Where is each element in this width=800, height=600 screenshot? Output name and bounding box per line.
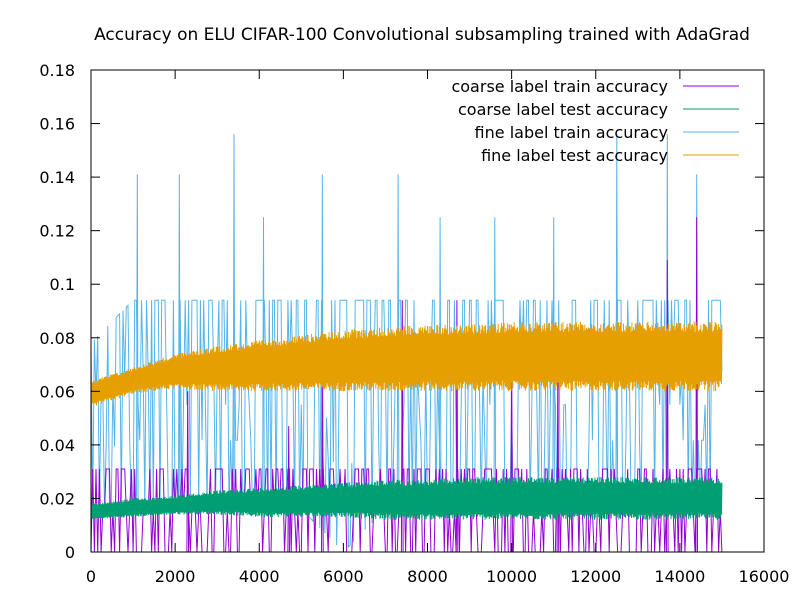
x-tick-label: 16000 bbox=[739, 567, 790, 586]
x-tick-label: 10000 bbox=[486, 567, 537, 586]
series-coarse-train-line-spike bbox=[186, 391, 190, 552]
y-tick-label: 0.02 bbox=[39, 489, 75, 508]
y-tick-label: 0.18 bbox=[39, 61, 75, 80]
x-tick-label: 8000 bbox=[407, 567, 448, 586]
series-coarse-train-line-spike bbox=[455, 300, 459, 552]
series-fine-train-line-spike bbox=[232, 134, 236, 510]
x-tick-label: 12000 bbox=[570, 567, 621, 586]
series-coarse-train-line-spike bbox=[400, 300, 404, 552]
series-fine-train-line-spike bbox=[396, 174, 400, 510]
series-fine-train-line-spike bbox=[135, 174, 139, 510]
chart-title: Accuracy on ELU CIFAR-100 Convolutional … bbox=[94, 25, 750, 45]
y-tick-label: 0.14 bbox=[39, 168, 75, 187]
series-coarse-train-line-spike bbox=[665, 260, 669, 552]
series-fine-train-line bbox=[91, 299, 723, 549]
y-tick-label: 0.04 bbox=[39, 436, 75, 455]
y-tick-label: 0.1 bbox=[50, 275, 75, 294]
series-coarse-train-line-spike bbox=[695, 217, 698, 552]
legend-label: fine label train accuracy bbox=[475, 123, 668, 142]
legend: coarse label train accuracy coarse label … bbox=[451, 77, 739, 165]
x-tick-label: 14000 bbox=[654, 567, 705, 586]
series-fine-train-line-spike bbox=[552, 217, 555, 510]
x-tick-label: 0 bbox=[86, 567, 96, 586]
series-fine-test-line bbox=[91, 321, 723, 406]
series-fine-train-line-spike bbox=[493, 217, 497, 510]
y-tick-label: 0.06 bbox=[39, 382, 75, 401]
legend-label: coarse label test accuracy bbox=[458, 100, 668, 119]
y-tick-label: 0.12 bbox=[39, 222, 75, 241]
x-tick-label: 2000 bbox=[155, 567, 196, 586]
legend-label: fine label test accuracy bbox=[481, 146, 668, 165]
series-fine-train-line-spike bbox=[262, 217, 265, 510]
legend-label: coarse label train accuracy bbox=[451, 77, 668, 96]
series-coarse-test-line bbox=[91, 476, 723, 520]
x-tick-label: 6000 bbox=[323, 567, 364, 586]
y-tick-label: 0.16 bbox=[39, 115, 75, 134]
series-fine-train-line-spike bbox=[178, 174, 181, 510]
series-fine-train-line-spike bbox=[438, 217, 442, 510]
y-tick-label: 0 bbox=[65, 543, 75, 562]
x-tick-label: 4000 bbox=[239, 567, 280, 586]
y-tick-label: 0.08 bbox=[39, 329, 75, 348]
